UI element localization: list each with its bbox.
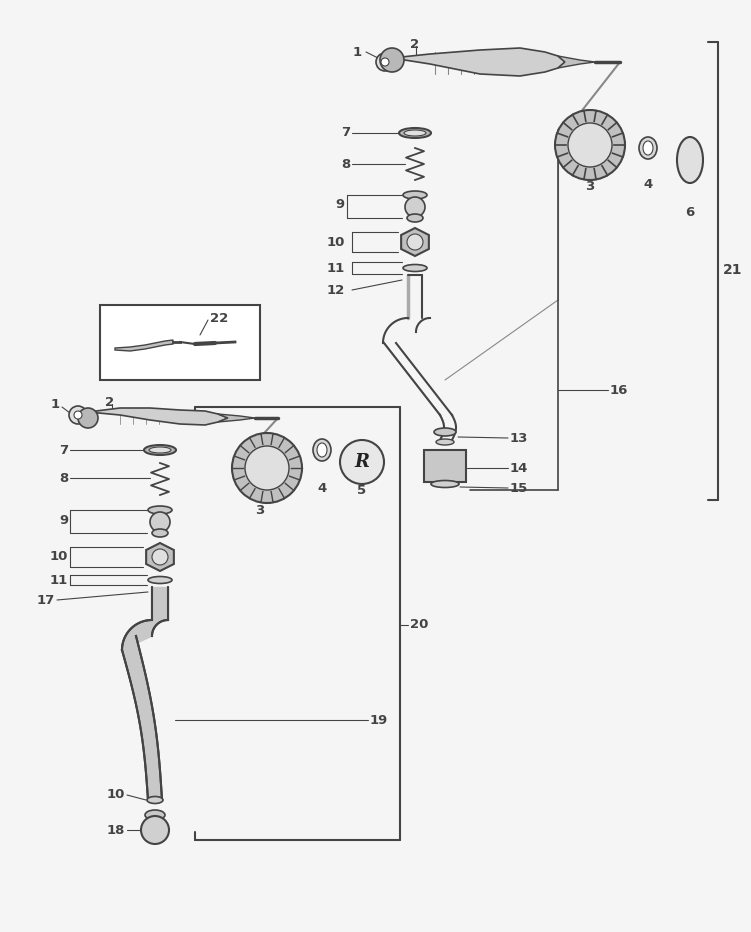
Circle shape [376,53,394,71]
Ellipse shape [148,506,172,514]
Ellipse shape [431,481,459,487]
Text: 21: 21 [723,263,743,277]
Circle shape [380,48,404,72]
Circle shape [381,58,389,66]
Circle shape [150,512,170,532]
Text: 22: 22 [210,311,228,324]
Polygon shape [146,543,173,571]
Ellipse shape [434,428,456,436]
Text: 19: 19 [370,714,388,727]
Bar [424,450,466,482]
Text: 4: 4 [644,179,653,191]
Circle shape [555,110,625,180]
Text: 13: 13 [510,432,529,445]
Text: 12: 12 [327,283,345,296]
Polygon shape [122,636,162,800]
Text: 18: 18 [107,824,125,837]
Circle shape [340,440,384,484]
Ellipse shape [436,439,454,445]
Text: 3: 3 [585,181,595,194]
Text: 14: 14 [510,461,529,474]
Text: 4: 4 [318,482,327,495]
Text: 9: 9 [336,199,345,212]
Ellipse shape [145,810,165,820]
Ellipse shape [147,797,163,803]
Text: 5: 5 [357,484,366,497]
Ellipse shape [643,141,653,155]
Text: 10: 10 [327,236,345,249]
Polygon shape [392,48,565,76]
Text: 10: 10 [50,551,68,564]
Polygon shape [401,228,429,256]
Polygon shape [88,408,228,425]
Circle shape [141,816,169,844]
Text: 16: 16 [610,383,629,396]
Text: R: R [354,453,369,471]
Ellipse shape [639,137,657,159]
Ellipse shape [403,191,427,199]
Polygon shape [558,56,595,68]
Text: 8: 8 [341,158,350,171]
Circle shape [74,411,82,419]
Ellipse shape [677,137,703,183]
Text: 15: 15 [510,482,528,495]
Ellipse shape [403,265,427,271]
Ellipse shape [404,130,426,136]
Text: 1: 1 [353,46,362,59]
Text: 3: 3 [255,503,264,516]
Circle shape [245,446,289,490]
Text: 10: 10 [107,788,125,802]
Circle shape [152,549,168,565]
Ellipse shape [144,445,176,455]
Text: 8: 8 [59,472,68,485]
Ellipse shape [152,529,168,537]
Text: 9: 9 [59,514,68,527]
Text: 1: 1 [51,399,60,412]
Text: 6: 6 [686,205,695,218]
Ellipse shape [313,439,331,461]
Text: 20: 20 [410,619,428,632]
Polygon shape [218,414,255,422]
Ellipse shape [317,443,327,457]
Circle shape [568,123,612,167]
Text: 11: 11 [327,262,345,275]
Text: 2: 2 [105,395,114,408]
Ellipse shape [407,214,423,222]
Circle shape [232,433,302,503]
Text: 17: 17 [37,594,55,607]
Circle shape [407,234,423,250]
Polygon shape [115,340,173,351]
Bar [100,305,260,380]
Text: 7: 7 [341,127,350,140]
Text: 2: 2 [410,37,419,50]
Text: 7: 7 [59,444,68,457]
Ellipse shape [399,128,431,138]
Circle shape [405,197,425,217]
Circle shape [69,406,87,424]
Ellipse shape [149,447,171,453]
Text: 11: 11 [50,573,68,586]
Circle shape [78,408,98,428]
Ellipse shape [148,577,172,583]
Polygon shape [122,620,168,650]
